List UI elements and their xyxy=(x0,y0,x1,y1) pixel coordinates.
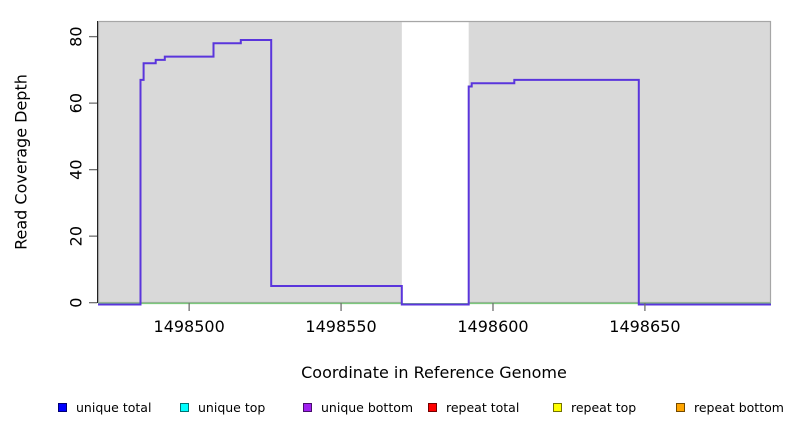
x-tick-label: 1498550 xyxy=(305,317,376,336)
legend-label: repeat top xyxy=(571,400,637,415)
y-tick-label: 20 xyxy=(67,226,86,246)
x-tick-label: 1498500 xyxy=(154,317,225,336)
y-axis-title: Read Coverage Depth xyxy=(11,74,31,250)
uncovered-gap-region xyxy=(401,22,469,304)
legend-item-unique-bottom: unique bottom xyxy=(303,400,413,415)
y-tick-label: 40 xyxy=(67,159,86,179)
legend-item-unique-top: unique top xyxy=(180,400,265,415)
y-tick-label: 60 xyxy=(67,93,86,113)
legend-swatch-unique-top xyxy=(180,403,189,412)
legend-item-repeat-top: repeat top xyxy=(553,400,636,415)
legend-item-repeat-total: repeat total xyxy=(428,400,519,415)
x-tick-label: 1498600 xyxy=(457,317,528,336)
legend-swatch-unique-total xyxy=(58,403,67,412)
legend-item-repeat-bottom: repeat bottom xyxy=(676,400,784,415)
legend-swatch-repeat-bottom xyxy=(676,403,685,412)
legend-label: unique bottom xyxy=(321,400,414,415)
legend-item-unique-total: unique total xyxy=(58,400,151,415)
legend-swatch-repeat-total xyxy=(428,403,437,412)
legend-swatch-unique-bottom xyxy=(303,403,312,412)
coverage-step-line xyxy=(98,39,771,306)
legend-label: repeat total xyxy=(446,400,520,415)
y-tick-label: 80 xyxy=(67,26,86,46)
legend-label: unique top xyxy=(198,400,266,415)
x-axis-title: Coordinate in Reference Genome xyxy=(301,363,567,382)
x-tick-label: 1498650 xyxy=(609,317,680,336)
legend-label: unique total xyxy=(76,400,152,415)
legend-label: repeat bottom xyxy=(694,400,784,415)
legend-swatch-repeat-top xyxy=(553,403,562,412)
plot-canvas: 0 20 40 60 80 1498500 1498550 1498600 1498650 xyxy=(67,20,772,336)
y-tick-label: 0 xyxy=(67,298,86,308)
